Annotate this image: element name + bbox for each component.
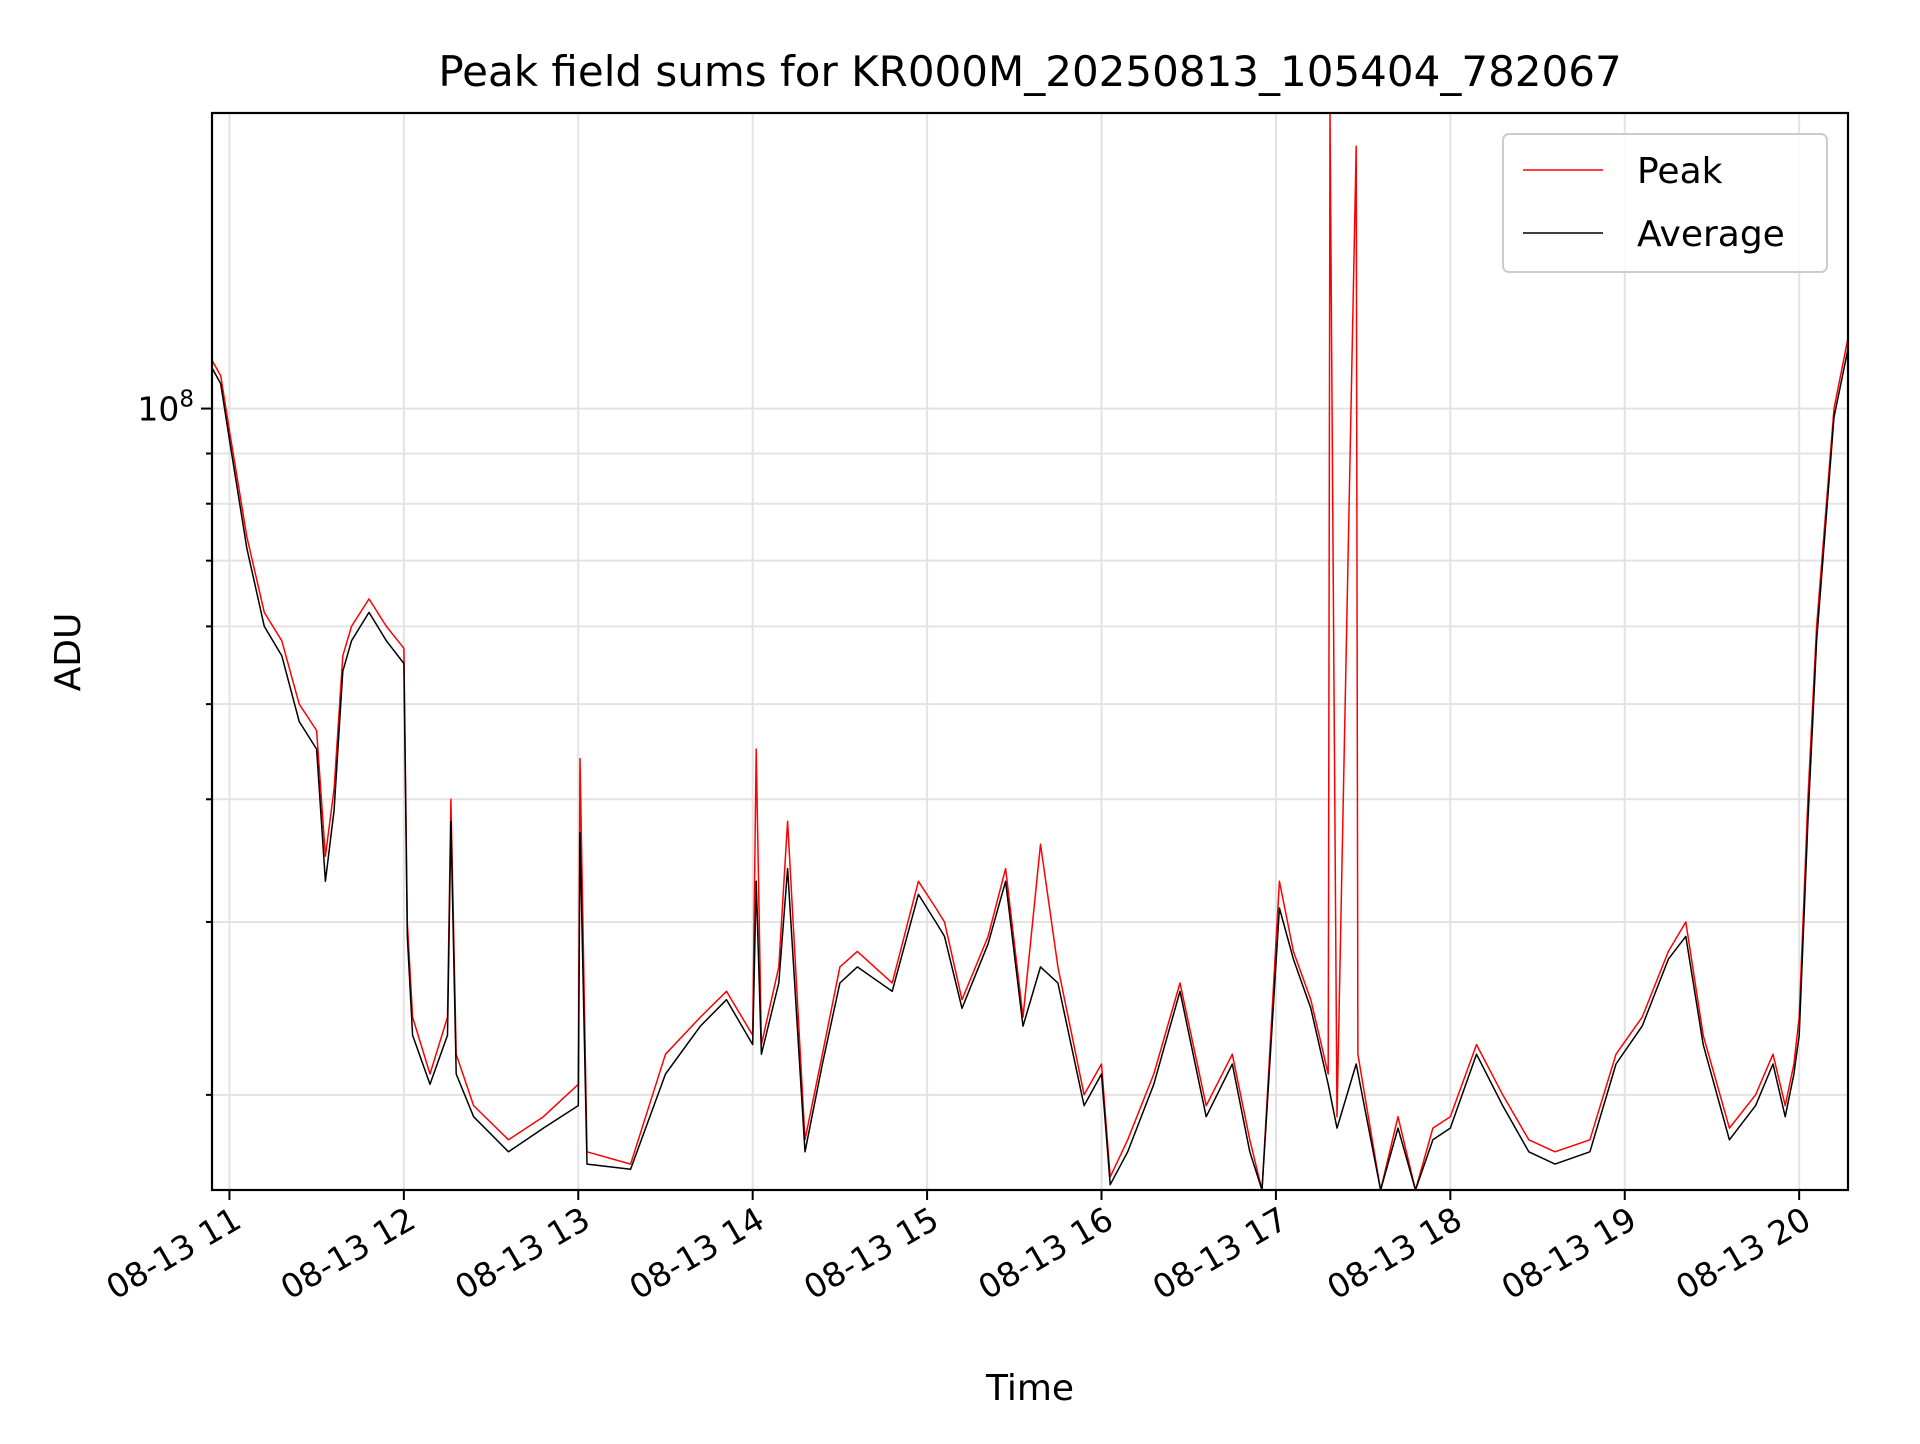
legend-box [1502, 133, 1828, 273]
series-line-average [211, 348, 1849, 1191]
series-line-peak [211, 112, 1849, 1191]
series-lines [211, 112, 1849, 1191]
chart-title: Peak field sums for KR000M_20250813_1054… [438, 47, 1621, 96]
legend: Peak Average [1502, 133, 1828, 273]
x-axis-label: Time [985, 1368, 1074, 1409]
grid [212, 113, 1848, 1190]
y-axis-label: ADU [48, 613, 89, 692]
y-tick-label: 108 [137, 387, 194, 429]
legend-label-average: Average [1637, 214, 1785, 255]
legend-label-peak: Peak [1637, 151, 1723, 192]
y-tick-label-exponent: 8 [179, 387, 194, 413]
y-tick-label-base: 10 [137, 390, 179, 429]
plot-frame [210, 111, 1850, 1192]
